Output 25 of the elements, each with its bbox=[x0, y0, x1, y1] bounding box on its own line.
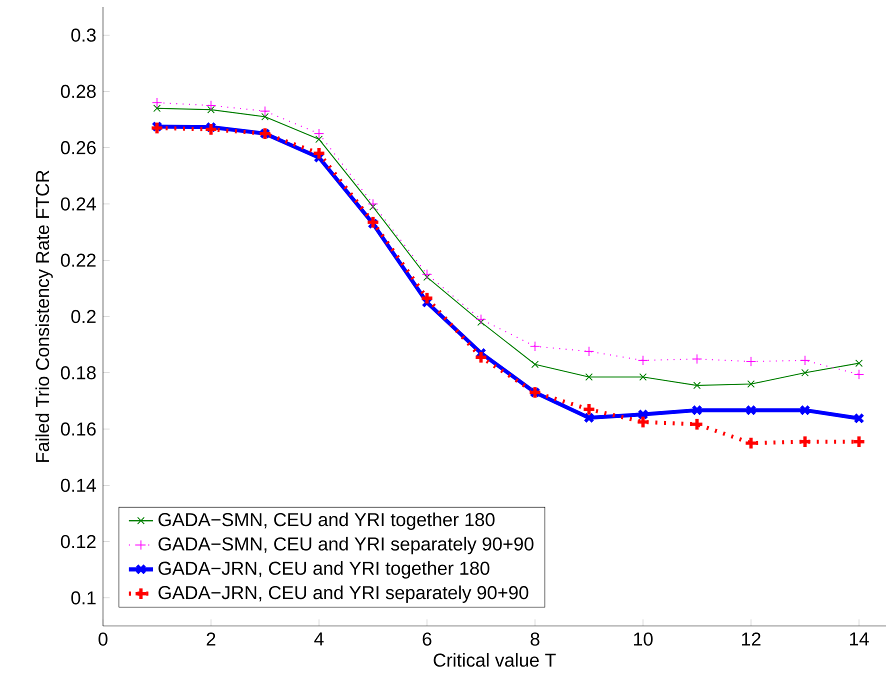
y-tick-label: 0.24 bbox=[60, 197, 96, 211]
y-tick-label: 0.3 bbox=[71, 28, 96, 42]
x-tick-label: 4 bbox=[314, 632, 324, 646]
y-tick-label: 0.12 bbox=[60, 534, 96, 548]
y-tick-label: 0.16 bbox=[60, 422, 96, 436]
y-axis-title: Failed Trio Consistency Rate FTCR bbox=[35, 170, 53, 462]
x-tick-label: 6 bbox=[422, 632, 432, 646]
legend-label: GADA−SMN, CEU and YRI separately 90+90 bbox=[158, 536, 534, 554]
y-tick-label: 0.14 bbox=[60, 478, 96, 492]
x-tick-label: 14 bbox=[850, 632, 869, 646]
legend-label: GADA−SMN, CEU and YRI together 180 bbox=[158, 512, 495, 530]
y-tick-label: 0.18 bbox=[60, 366, 96, 380]
x-tick-label: 0 bbox=[98, 632, 108, 646]
y-tick-label: 0.28 bbox=[60, 84, 96, 98]
x-tick-label: 8 bbox=[530, 632, 540, 646]
y-tick-label: 0.26 bbox=[60, 141, 96, 154]
y-tick-label: 0.2 bbox=[71, 310, 96, 324]
legend-label: GADA−JRN, CEU and YRI separately 90+90 bbox=[158, 586, 528, 603]
x-tick-label: 2 bbox=[206, 632, 216, 646]
x-tick-label: 12 bbox=[742, 632, 760, 646]
legend-label: GADA−JRN, CEU and YRI together 180 bbox=[158, 561, 490, 579]
x-axis-title: Critical value T bbox=[434, 653, 556, 667]
x-tick-label: 10 bbox=[634, 632, 653, 646]
y-tick-label: 0.1 bbox=[71, 591, 96, 604]
y-tick-label: 0.22 bbox=[60, 254, 96, 267]
